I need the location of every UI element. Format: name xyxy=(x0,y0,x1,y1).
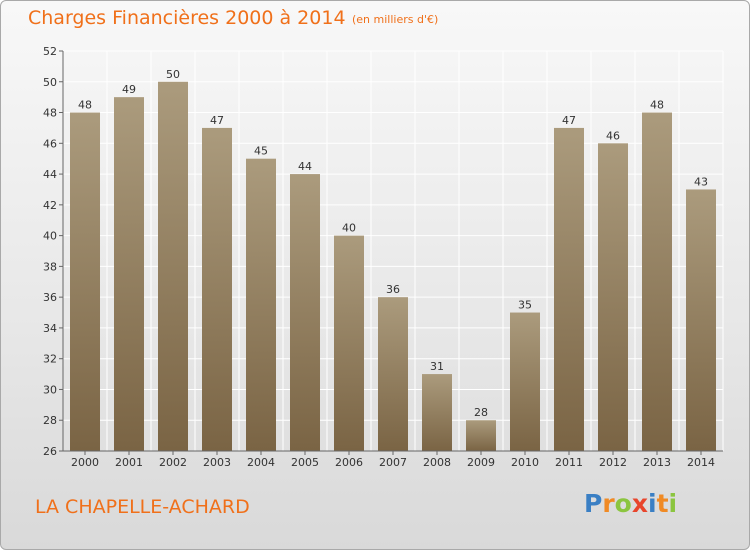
x-tick-label: 2012 xyxy=(599,456,627,469)
bar-value-label: 46 xyxy=(606,129,620,142)
logo-letter: P xyxy=(584,489,603,518)
bar xyxy=(378,297,408,451)
x-tick-label: 2010 xyxy=(511,456,539,469)
bar-value-label: 47 xyxy=(210,114,224,127)
bar-value-label: 48 xyxy=(650,99,664,112)
bar-value-label: 49 xyxy=(122,83,136,96)
y-tick-label: 42 xyxy=(43,199,57,212)
x-tick-label: 2009 xyxy=(467,456,495,469)
bar xyxy=(246,158,276,451)
chart-title: Charges Financières 2000 à 2014 xyxy=(28,7,346,29)
x-tick-label: 2007 xyxy=(379,456,407,469)
bar-value-label: 44 xyxy=(298,160,312,173)
bar xyxy=(642,112,672,452)
bar xyxy=(114,97,144,452)
x-tick-label: 2001 xyxy=(115,456,143,469)
y-tick-label: 40 xyxy=(43,230,57,243)
bar-value-label: 35 xyxy=(518,299,532,312)
bar xyxy=(158,81,188,452)
y-tick-label: 28 xyxy=(43,414,57,427)
bar-value-label: 40 xyxy=(342,222,356,235)
logo-letter: r xyxy=(602,489,615,518)
logo-letter: i xyxy=(648,489,657,518)
x-tick-label: 2002 xyxy=(159,456,187,469)
bar-value-label: 36 xyxy=(386,283,400,296)
x-tick-label: 2004 xyxy=(247,456,275,469)
logo-letter: x xyxy=(631,489,648,518)
x-tick-label: 2014 xyxy=(687,456,715,469)
bar-value-label: 50 xyxy=(166,68,180,81)
bar xyxy=(334,235,364,451)
bar xyxy=(686,189,716,451)
x-tick-label: 2005 xyxy=(291,456,319,469)
bar-value-label: 43 xyxy=(694,175,708,188)
bar xyxy=(510,312,540,451)
bar xyxy=(554,127,584,451)
y-tick-label: 48 xyxy=(43,107,57,120)
town-name: LA CHAPELLE-ACHARD xyxy=(35,496,250,518)
y-tick-label: 34 xyxy=(43,322,57,335)
bar xyxy=(290,174,320,452)
chart-unit: (en milliers d'€) xyxy=(352,13,439,26)
bar-value-label: 45 xyxy=(254,145,268,158)
bar xyxy=(422,374,452,451)
logo-letter: o xyxy=(614,489,632,518)
x-tick-label: 2000 xyxy=(71,456,99,469)
bar xyxy=(598,143,628,452)
bar-value-label: 48 xyxy=(78,99,92,112)
proxiti-logo: Proxiti xyxy=(584,489,677,518)
logo-letter: i xyxy=(668,489,678,518)
bar xyxy=(202,127,232,451)
x-tick-label: 2003 xyxy=(203,456,231,469)
bar xyxy=(70,112,100,452)
x-tick-label: 2008 xyxy=(423,456,451,469)
x-tick-label: 2013 xyxy=(643,456,671,469)
y-tick-label: 46 xyxy=(43,137,57,150)
bar xyxy=(466,420,496,451)
y-tick-label: 38 xyxy=(43,260,57,273)
y-tick-label: 26 xyxy=(43,445,57,458)
y-tick-label: 50 xyxy=(43,76,57,89)
logo-letter: t xyxy=(656,489,669,518)
bar-value-label: 28 xyxy=(474,406,488,419)
x-tick-label: 2006 xyxy=(335,456,363,469)
bar-value-label: 31 xyxy=(430,360,444,373)
y-tick-label: 30 xyxy=(43,383,57,396)
y-tick-label: 44 xyxy=(43,168,57,181)
y-tick-label: 36 xyxy=(43,291,57,304)
y-tick-label: 52 xyxy=(43,45,57,58)
y-tick-label: 32 xyxy=(43,353,57,366)
x-tick-label: 2011 xyxy=(555,456,583,469)
bar-value-label: 47 xyxy=(562,114,576,127)
